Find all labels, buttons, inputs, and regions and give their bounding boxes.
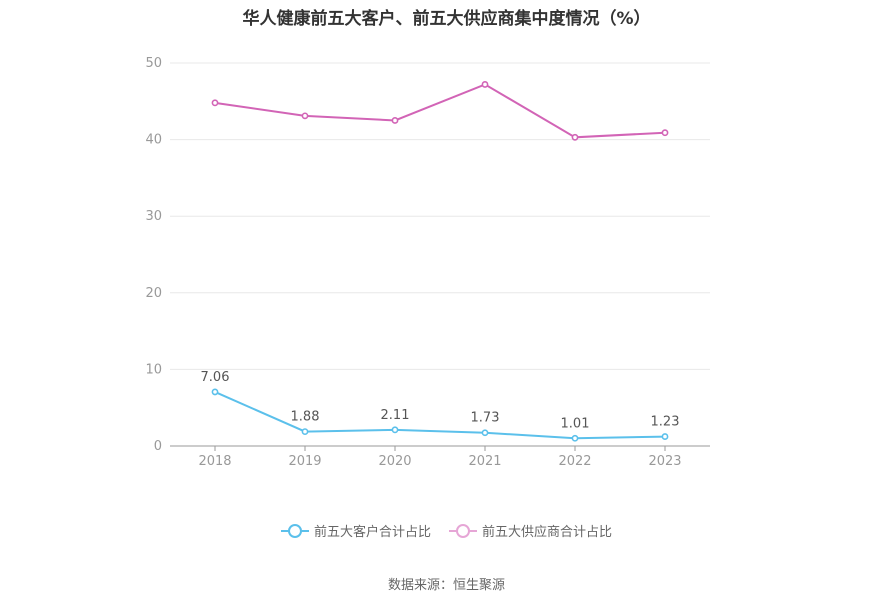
data-label: 1.23 bbox=[651, 415, 680, 430]
legend-item-customers[interactable]: 前五大客户合计占比 bbox=[280, 521, 431, 540]
x-tick-label: 2021 bbox=[468, 454, 501, 469]
y-tick-label: 0 bbox=[154, 439, 162, 454]
data-point bbox=[391, 426, 399, 434]
source-note: 数据来源：恒生聚源 bbox=[387, 578, 505, 593]
legend-item-suppliers[interactable]: 前五大供应商合计占比 bbox=[449, 521, 612, 540]
y-tick-label: 40 bbox=[145, 133, 162, 148]
data-point bbox=[301, 112, 309, 120]
data-label: 7.06 bbox=[201, 370, 230, 385]
data-label: 1.73 bbox=[471, 411, 500, 426]
data-point bbox=[211, 99, 219, 107]
x-tick-label: 2022 bbox=[558, 454, 591, 469]
data-point bbox=[301, 428, 309, 435]
x-tick-label: 2019 bbox=[288, 454, 321, 469]
legend-line-circle-icon bbox=[280, 523, 309, 538]
data-point bbox=[571, 133, 579, 141]
data-point bbox=[571, 434, 579, 442]
data-point bbox=[391, 117, 399, 124]
y-tick-label: 50 bbox=[145, 56, 162, 71]
chart-title: 华人健康前五大客户、前五大供应商集中度情况（%） bbox=[242, 9, 651, 29]
data-point bbox=[481, 81, 489, 88]
y-tick-label: 10 bbox=[145, 362, 162, 377]
x-tick-label: 2020 bbox=[378, 454, 411, 469]
x-tick-label: 2023 bbox=[648, 454, 681, 469]
data-point bbox=[211, 388, 219, 396]
data-point bbox=[661, 433, 669, 440]
y-tick-label: 30 bbox=[145, 209, 162, 224]
data-point bbox=[481, 429, 489, 437]
data-label: 1.88 bbox=[291, 410, 320, 425]
series-line bbox=[214, 83, 666, 139]
data-label: 2.11 bbox=[381, 408, 410, 423]
data-point bbox=[661, 129, 669, 137]
legend-line-circle-icon bbox=[449, 523, 477, 538]
data-label: 1.01 bbox=[561, 416, 590, 431]
series-line bbox=[214, 391, 666, 440]
x-tick-label: 2018 bbox=[198, 454, 231, 469]
y-tick-label: 20 bbox=[145, 286, 162, 301]
legend: 前五大客户合计占比 前五大供应商合计占比 bbox=[0, 521, 893, 540]
legend-label-suppliers: 前五大供应商合计占比 bbox=[482, 525, 613, 540]
legend-label-customers: 前五大客户合计占比 bbox=[313, 525, 431, 540]
